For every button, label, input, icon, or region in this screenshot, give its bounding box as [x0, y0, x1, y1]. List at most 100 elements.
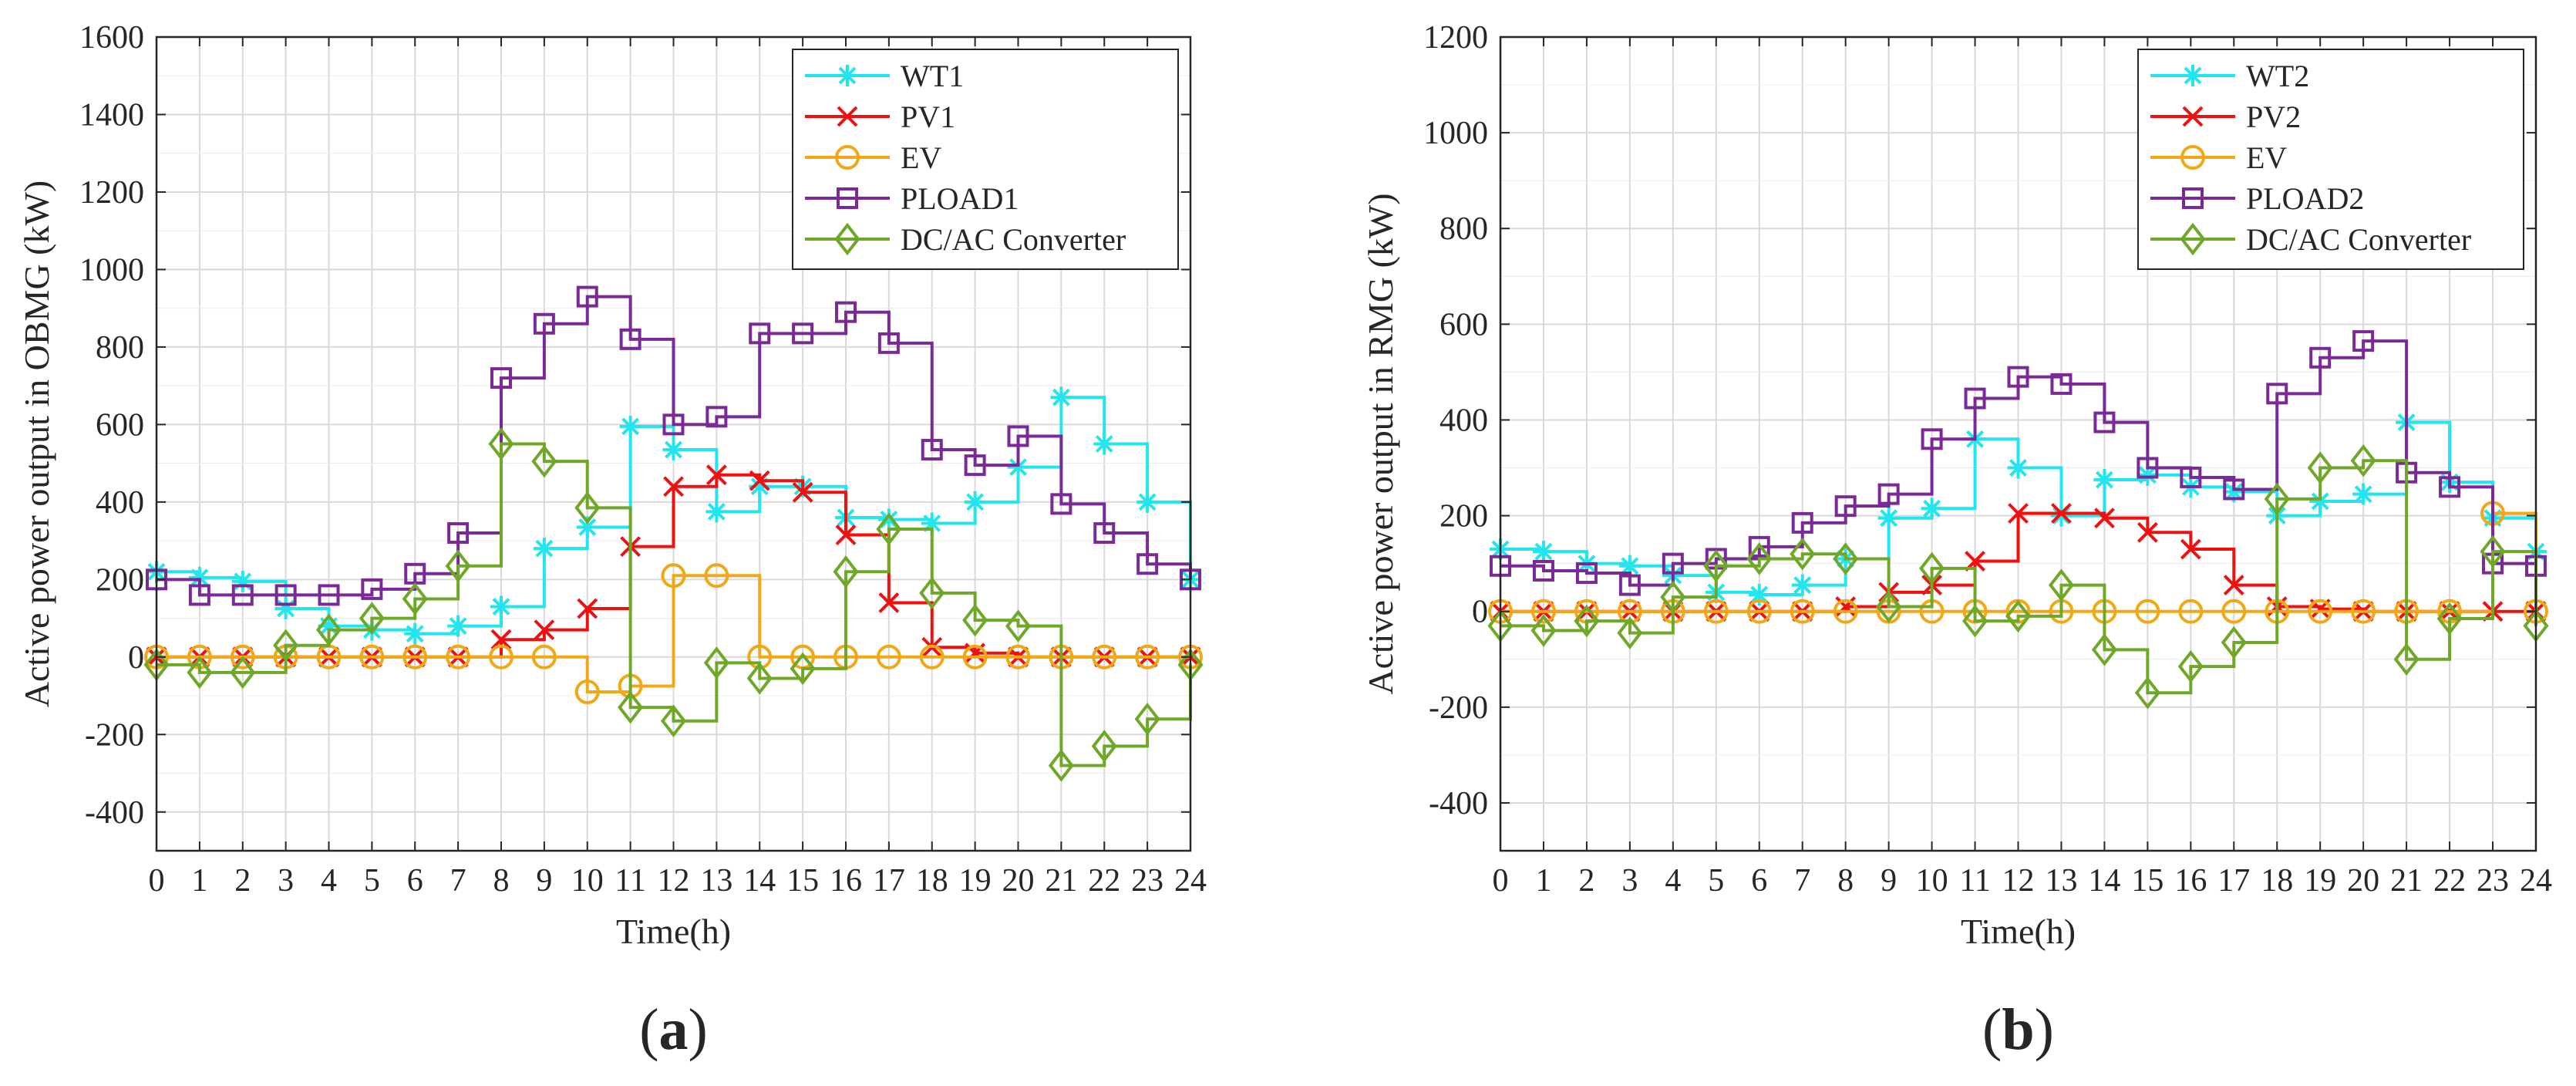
data-point	[1135, 644, 1160, 669]
data-point	[877, 508, 900, 531]
legend-item: EV	[2150, 140, 2287, 175]
panel-label: (b)	[1982, 997, 2054, 1062]
legend-label: DC/AC Converter	[2246, 222, 2471, 257]
data-point	[534, 619, 555, 641]
data-point	[1919, 551, 1945, 585]
series-ev	[144, 563, 1203, 705]
legend-label: DC/AC Converter	[901, 222, 1126, 257]
data-point	[1005, 609, 1032, 642]
data-point	[1007, 456, 1029, 478]
data-point	[2309, 490, 2332, 512]
y-tick-label: 1200	[1423, 20, 1488, 56]
data-point	[2266, 383, 2288, 405]
data-point	[2223, 575, 2244, 595]
data-point	[359, 602, 385, 635]
data-point	[402, 644, 428, 669]
data-point	[2051, 503, 2072, 524]
legend-item: DC/AC Converter	[2150, 222, 2471, 257]
data-point	[1618, 574, 1641, 596]
data-point	[1532, 559, 1554, 582]
x-tick-label: 9	[536, 863, 552, 899]
data-point	[1050, 386, 1072, 409]
data-point	[1575, 562, 1598, 585]
data-point	[2050, 504, 2073, 527]
data-point	[230, 656, 256, 690]
x-tick-label: 7	[1794, 863, 1810, 899]
data-point	[2221, 599, 2247, 624]
x-tick-label: 13	[700, 863, 732, 899]
data-point	[662, 413, 685, 436]
data-point	[2007, 457, 2029, 479]
legend-marker	[837, 65, 858, 86]
legend-label: EV	[901, 140, 941, 175]
legend-marker	[2182, 187, 2204, 209]
data-point	[188, 566, 210, 589]
y-tick-label: 1400	[79, 97, 144, 133]
x-tick-label: 17	[873, 863, 905, 899]
x-tick-label: 23	[1131, 863, 1163, 899]
x-tick-label: 17	[2217, 863, 2250, 899]
data-point	[1746, 599, 1772, 624]
data-point	[792, 481, 813, 503]
legend-item: PV1	[805, 99, 955, 134]
data-point	[2048, 568, 2074, 602]
legend: WT1 PV1 EV PLOAD1 DC/AC Converter	[792, 49, 1179, 270]
x-tick-label: 3	[278, 863, 294, 899]
data-point	[2050, 373, 2073, 395]
x-tick-label: 18	[916, 863, 948, 899]
data-point	[964, 491, 986, 513]
y-axis-label: Active power output in OBMG (kW)	[17, 180, 56, 708]
series-line	[157, 442, 1192, 767]
data-point	[447, 615, 470, 637]
x-tick-label: 7	[450, 863, 466, 899]
x-tick-label: 16	[2174, 863, 2207, 899]
data-point	[618, 690, 644, 724]
y-tick-label: 1600	[79, 20, 144, 56]
data-point	[574, 491, 601, 524]
data-point	[1136, 491, 1159, 513]
data-point	[705, 464, 727, 486]
data-point	[574, 680, 600, 705]
x-tick-label: 21	[1045, 863, 1077, 899]
data-point	[2007, 366, 2029, 388]
data-point	[2137, 457, 2159, 479]
x-tick-label: 11	[1959, 863, 1990, 899]
data-point	[2137, 464, 2159, 486]
data-point	[188, 584, 210, 606]
data-point	[1877, 507, 1900, 529]
data-point	[876, 512, 902, 546]
data-point	[746, 662, 773, 695]
legend-label: WT2	[2246, 59, 2309, 93]
y-tick-label: -200	[85, 717, 144, 753]
y-tick-label: 600	[1440, 307, 1488, 342]
legend-item: WT1	[805, 59, 964, 93]
data-point	[577, 598, 598, 619]
data-point	[749, 470, 770, 491]
x-tick-label: 10	[571, 863, 604, 899]
data-point	[2350, 444, 2376, 477]
legend-label: EV	[2246, 140, 2287, 175]
x-tick-label: 2	[234, 863, 251, 899]
x-tick-label: 12	[2002, 863, 2035, 899]
data-point	[919, 576, 945, 610]
x-tick-label: 18	[2261, 863, 2293, 899]
data-point	[835, 301, 857, 323]
legend-marker	[2180, 222, 2206, 256]
data-point	[2093, 411, 2116, 433]
x-tick-label: 5	[1708, 863, 1724, 899]
data-point	[490, 595, 512, 618]
y-tick-label: 1000	[79, 252, 144, 288]
chart-panel-b: 0 1 2 3 4 5 6 7 8 9 10 11 12 13 14 15 16 17 18 19 20 21 22 23 24…	[1361, 20, 2552, 1062]
data-point	[1876, 590, 1902, 623]
y-tick-label: -400	[1429, 786, 1488, 821]
x-tick-label: 3	[1621, 863, 1638, 899]
data-point	[835, 524, 857, 545]
data-point	[2135, 599, 2160, 624]
legend-item: PLOAD1	[805, 181, 1019, 216]
data-point	[962, 603, 988, 637]
x-tick-label: 0	[149, 863, 165, 899]
data-point	[2180, 538, 2201, 560]
legend-item: WT2	[2150, 59, 2309, 93]
legend-marker	[2182, 65, 2204, 86]
data-point	[663, 476, 684, 497]
